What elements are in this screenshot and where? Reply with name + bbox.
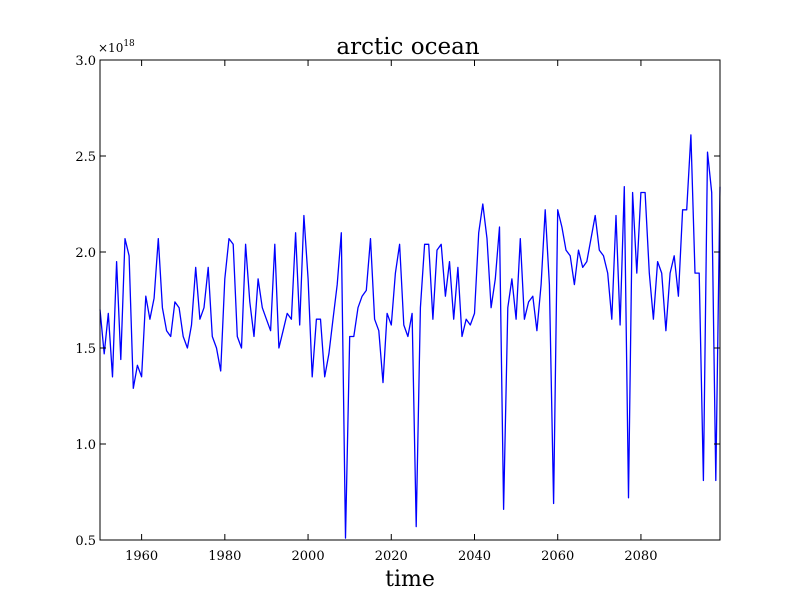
x-tick-label: 2020 xyxy=(375,549,408,564)
y-tick-label: 0.5 xyxy=(75,534,96,549)
y-axis-multiplier: ×1018 xyxy=(98,39,135,55)
chart-title: arctic ocean xyxy=(336,34,479,60)
y-tick-label: 2.0 xyxy=(75,246,96,261)
x-tick-label: 2060 xyxy=(541,549,574,564)
plot-area xyxy=(99,59,721,541)
x-tick-label: 1960 xyxy=(125,549,158,564)
x-axis-ticks: 1960 1980 2000 2020 2040 2060 2080 xyxy=(125,60,657,564)
x-tick-label: 1980 xyxy=(208,549,241,564)
x-tick-label: 2040 xyxy=(458,549,491,564)
series-line xyxy=(99,134,721,539)
y-tick-label: 1.0 xyxy=(75,438,96,453)
x-tick-label: 2000 xyxy=(292,549,325,564)
y-tick-label: 3.0 xyxy=(75,54,96,69)
y-axis-ticks: 0.5 1.0 1.5 2.0 2.5 3.0 xyxy=(75,54,720,549)
y-tick-label: 2.5 xyxy=(75,150,96,165)
x-axis-label: time xyxy=(385,567,435,592)
x-tick-label: 2080 xyxy=(624,549,657,564)
y-tick-label: 1.5 xyxy=(75,342,96,357)
axes-frame xyxy=(99,59,721,541)
